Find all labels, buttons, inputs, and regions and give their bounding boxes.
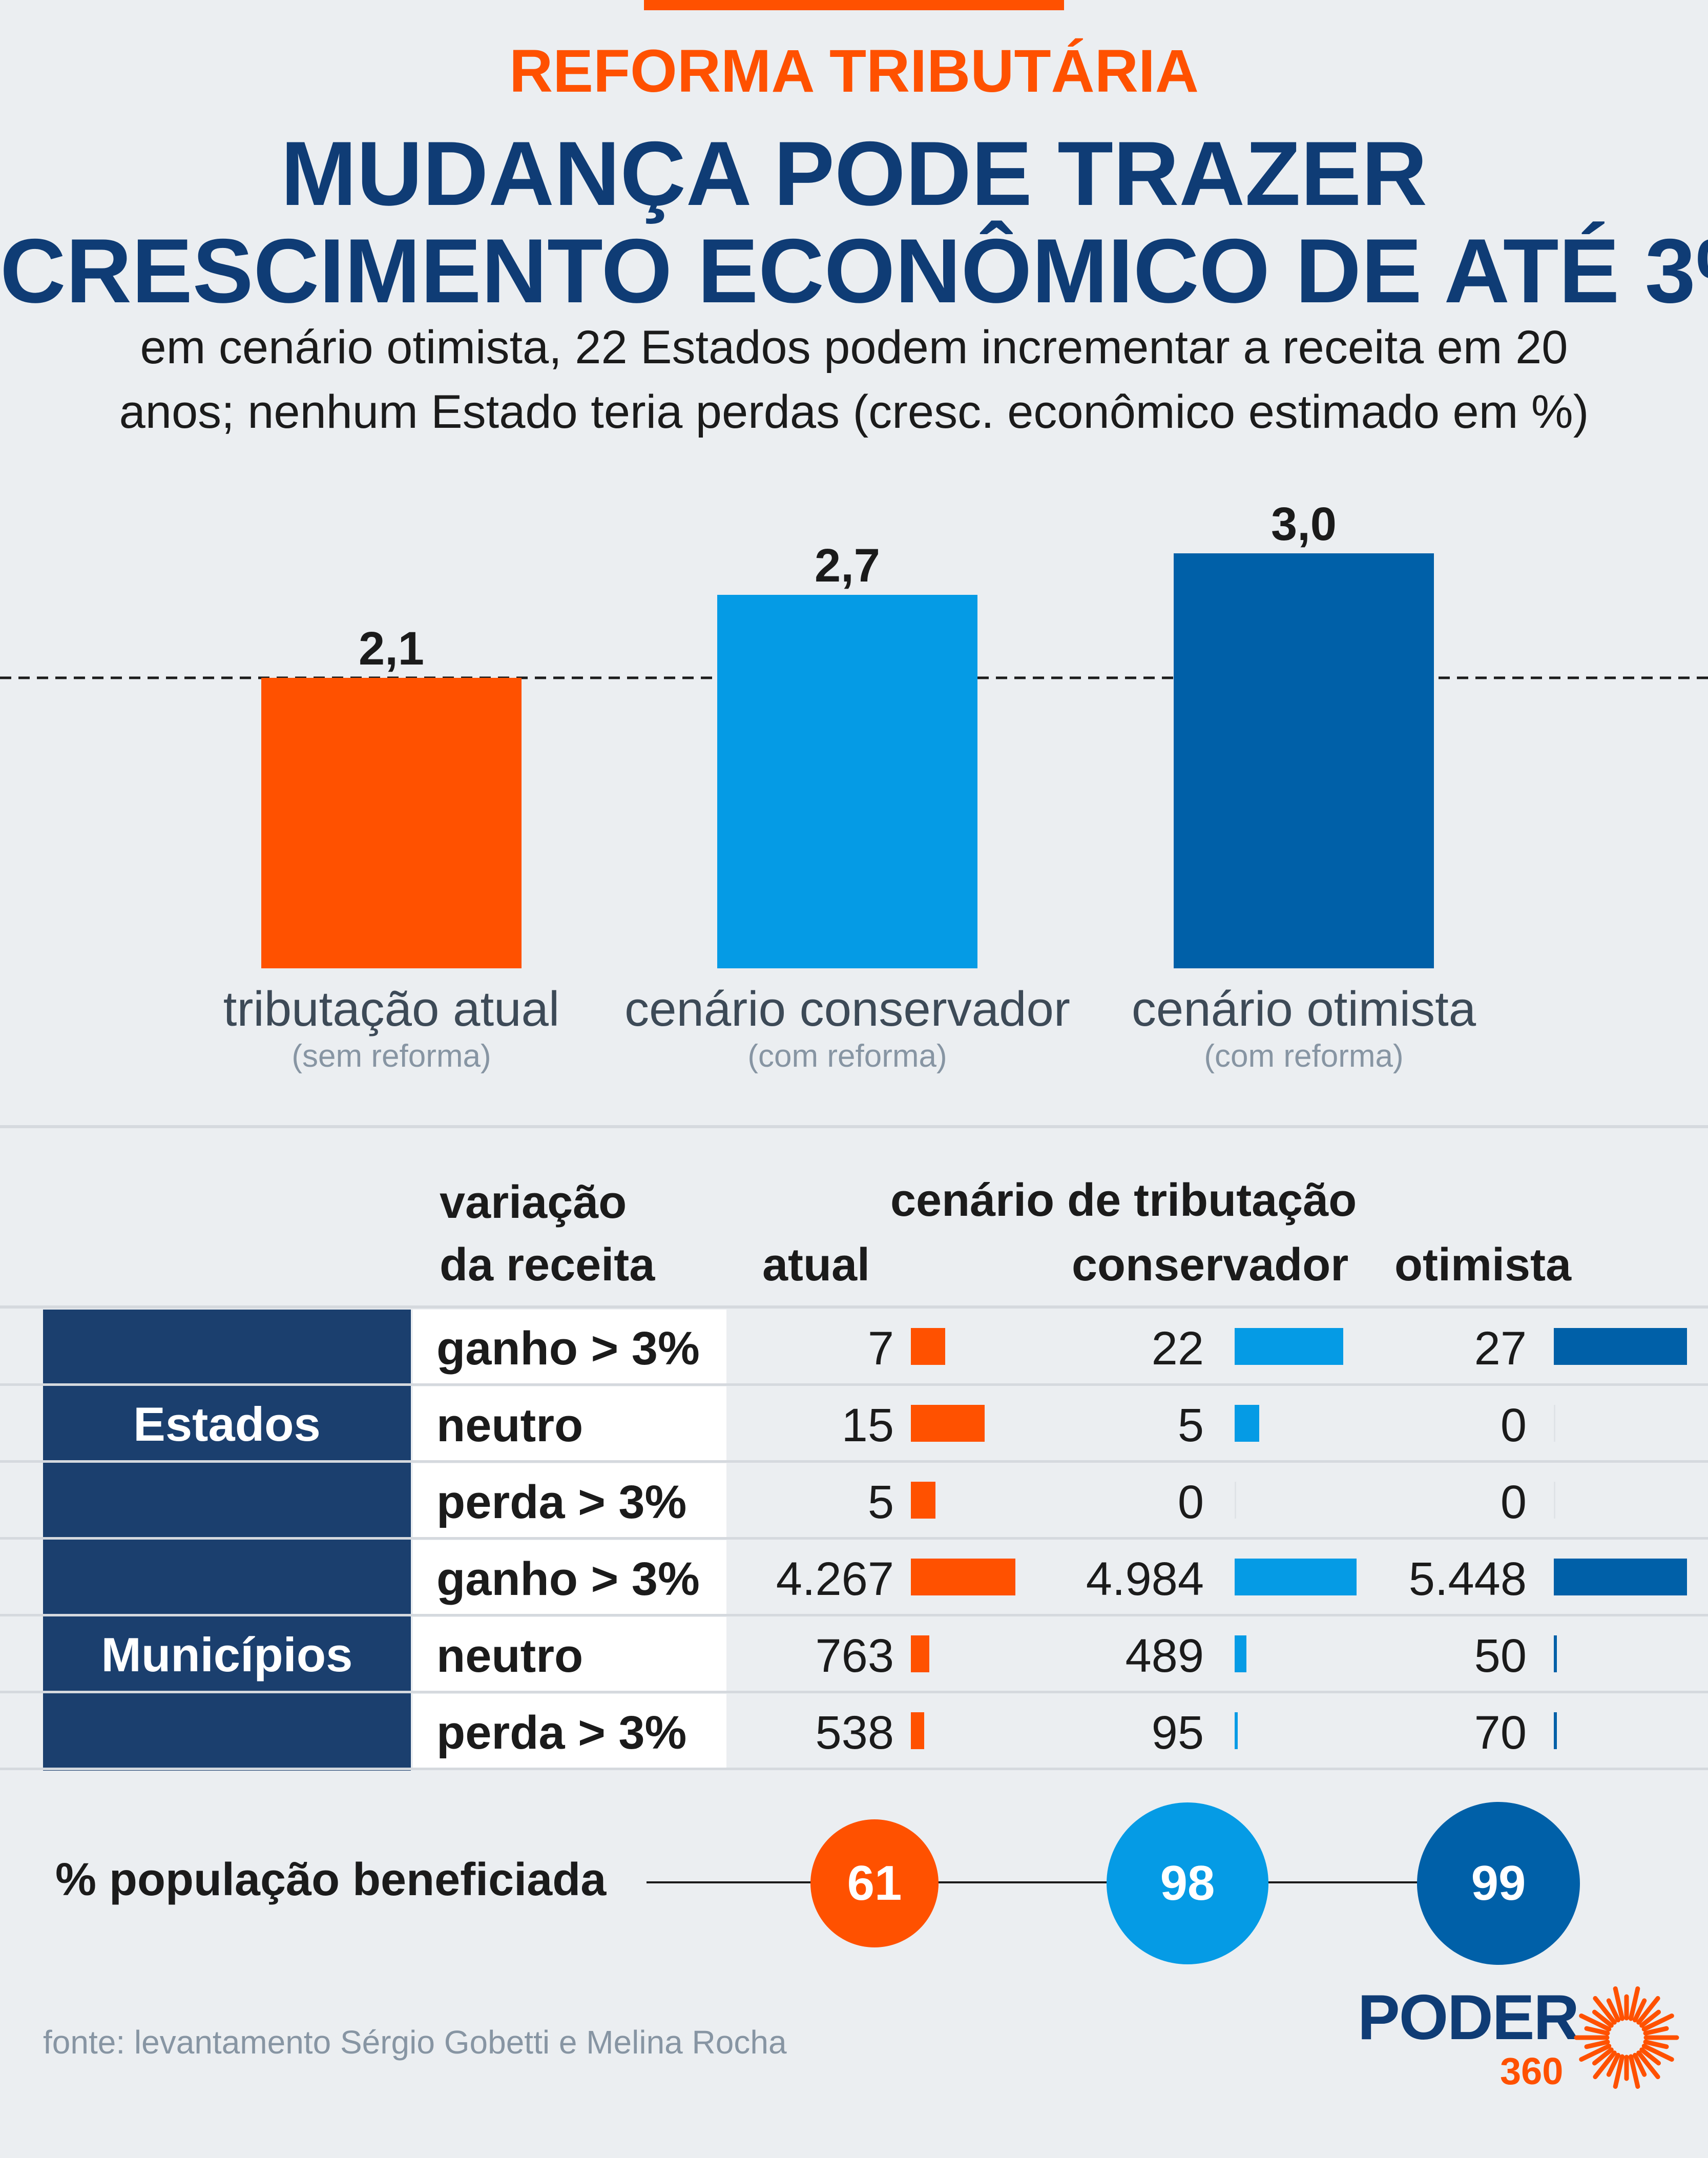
cell-value: 95 [1050,1709,1204,1756]
section-divider [0,1125,1708,1128]
cell-bar [911,1482,935,1519]
population-label: % população beneficiada [55,1857,606,1903]
category-sublabel-0: (sem reforma) [291,1039,491,1074]
cell-value: 7 [740,1325,894,1372]
cell-value: 0 [1373,1479,1527,1526]
growth-bar-chart: 2,1 tributação atual(sem reforma) 2,7 cenár… [0,0,1708,1102]
cell-value: 27 [1373,1325,1527,1372]
cell-value: 0 [1373,1402,1527,1449]
cell-bar [1554,1635,1557,1672]
row-type-label: ganho > 3% [436,1325,700,1372]
column-header-otimista: otimista [1394,1242,1571,1288]
cell-value: 5 [740,1479,894,1526]
row-type-label: ganho > 3% [436,1555,700,1603]
category-label-0: tributação atual [223,982,559,1036]
cell-bar [911,1559,1015,1595]
bar-1 [717,595,977,968]
logo-number: 360 [1500,2052,1563,2090]
category-label-2: cenário otimista [1132,982,1476,1036]
row-separator [0,1537,1708,1540]
cell-value: 22 [1050,1325,1204,1372]
row-type-label: neutro [436,1402,583,1449]
cell-value: 70 [1373,1709,1527,1756]
source-note: fonte: levantamento Sérgio Gobetti e Mel… [43,2026,787,2059]
row-separator [0,1383,1708,1386]
group-label-1: Municípios [43,1631,411,1679]
table-title: cenário de tributação [890,1177,1357,1223]
cell-value: 4.267 [740,1555,894,1603]
category-label-1: cenário conservador [624,982,1070,1036]
sun-icon [1573,1984,1680,2091]
column-header-atual: atual [762,1242,870,1288]
cell-bar [1235,1482,1236,1519]
cell-bar [1554,1559,1687,1595]
row-type-label: neutro [436,1632,583,1679]
cell-value: 15 [740,1402,894,1449]
cell-bar [1235,1559,1357,1595]
cell-value: 50 [1373,1632,1527,1679]
row-separator [0,1768,1708,1770]
bar-value-label-0: 2,1 [359,623,424,675]
cell-value: 5.448 [1373,1555,1527,1603]
cell-bar [1235,1712,1238,1749]
cell-bar [1235,1635,1246,1672]
row-separator [0,1460,1708,1463]
cell-value: 4.984 [1050,1555,1204,1603]
cell-bar [1554,1482,1555,1519]
row-separator [0,1614,1708,1616]
cell-bar [911,1328,945,1365]
bar-value-label-1: 2,7 [815,540,880,592]
cell-value: 538 [740,1709,894,1756]
table-top-divider [0,1305,1708,1309]
cell-bar [1554,1405,1555,1442]
cell-bar [911,1712,924,1749]
bar-0 [261,678,522,968]
cell-bar [911,1635,929,1672]
cell-bar [1554,1328,1687,1365]
cell-bar [911,1405,985,1442]
column-header-conservador: conservador [1072,1242,1348,1288]
logo-text: PODER [1358,1986,1578,2049]
poder360-logo: PODER 360 [1352,1976,1680,2129]
row-header-line-2: da receita [440,1242,655,1288]
cell-value: 763 [740,1632,894,1679]
cell-value: 5 [1050,1402,1204,1449]
cell-value: 489 [1050,1632,1204,1679]
row-type-label: perda > 3% [436,1709,686,1756]
cell-value: 0 [1050,1479,1204,1526]
population-circle-1: 98 [1107,1802,1268,1964]
population-circle-0: 61 [810,1819,939,1947]
category-sublabel-1: (com reforma) [747,1039,947,1074]
group-label-0: Estados [43,1400,411,1448]
row-separator [0,1691,1708,1693]
cell-bar [1554,1712,1557,1749]
population-circle-2: 99 [1417,1802,1580,1965]
cell-bar [1235,1405,1259,1442]
bar-2 [1174,553,1434,968]
row-type-label: perda > 3% [436,1479,686,1526]
bar-value-label-2: 3,0 [1271,498,1337,550]
category-sublabel-2: (com reforma) [1204,1039,1403,1074]
cell-bar [1235,1328,1343,1365]
row-header-line-1: variação [440,1179,627,1226]
